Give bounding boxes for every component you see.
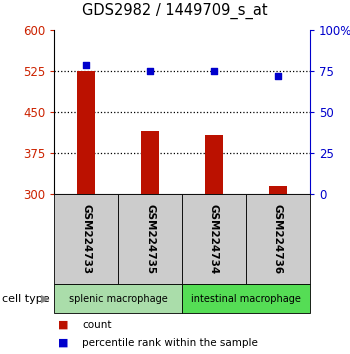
Point bbox=[83, 62, 89, 67]
Text: intestinal macrophage: intestinal macrophage bbox=[191, 294, 301, 304]
Bar bbox=[77, 71, 95, 194]
Text: ▶: ▶ bbox=[41, 294, 50, 304]
Bar bbox=[141, 131, 159, 194]
Text: GSM224736: GSM224736 bbox=[273, 204, 283, 274]
Text: percentile rank within the sample: percentile rank within the sample bbox=[82, 338, 258, 348]
Text: cell type: cell type bbox=[2, 294, 49, 304]
Text: splenic macrophage: splenic macrophage bbox=[69, 294, 168, 304]
Bar bbox=[205, 135, 223, 194]
Text: GDS2982 / 1449709_s_at: GDS2982 / 1449709_s_at bbox=[82, 2, 268, 19]
Bar bbox=[269, 186, 287, 194]
Text: ■: ■ bbox=[58, 320, 68, 330]
Text: count: count bbox=[82, 320, 112, 330]
Text: GSM224734: GSM224734 bbox=[209, 204, 219, 274]
Point bbox=[147, 68, 153, 74]
Point bbox=[275, 73, 281, 79]
Point bbox=[211, 68, 217, 74]
Text: ■: ■ bbox=[58, 338, 68, 348]
Text: GSM224735: GSM224735 bbox=[145, 204, 155, 274]
Text: GSM224733: GSM224733 bbox=[81, 204, 91, 274]
